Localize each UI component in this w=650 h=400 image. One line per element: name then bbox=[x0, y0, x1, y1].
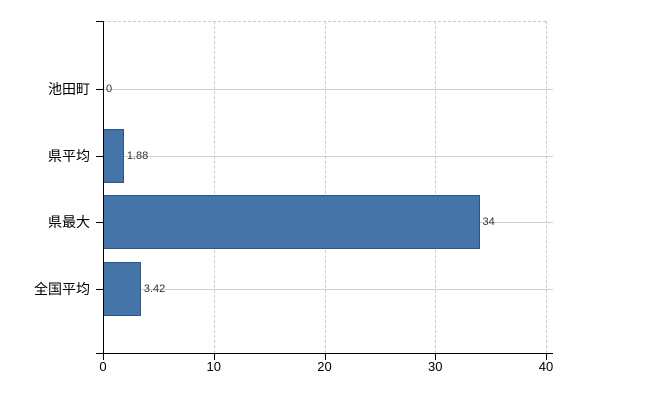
value-label: 3.42 bbox=[143, 282, 166, 295]
value-label: 0 bbox=[106, 83, 113, 96]
y-axis-top-tick bbox=[96, 21, 103, 22]
x-axis-tick bbox=[546, 353, 547, 360]
gridline-vertical bbox=[213, 21, 215, 353]
y-axis-tick bbox=[96, 155, 103, 157]
x-axis-tick-label: 30 bbox=[428, 359, 443, 374]
x-axis-tick bbox=[324, 353, 326, 360]
category-label: 全国平均 bbox=[34, 280, 90, 297]
x-axis-line bbox=[96, 353, 553, 354]
plot-area bbox=[103, 21, 553, 353]
bar bbox=[103, 195, 480, 250]
x-axis-tick-label: 10 bbox=[206, 359, 221, 374]
gridline-horizontal bbox=[103, 89, 553, 91]
gridline-vertical bbox=[435, 21, 437, 353]
value-label: 1.88 bbox=[126, 149, 149, 162]
y-axis-tick bbox=[96, 288, 103, 290]
category-label: 県最大 bbox=[48, 214, 90, 231]
bar bbox=[103, 261, 141, 316]
y-axis-tick bbox=[96, 222, 103, 224]
x-axis-tick bbox=[213, 353, 215, 360]
bar bbox=[103, 128, 124, 183]
y-axis-line bbox=[103, 21, 104, 360]
value-label: 34 bbox=[482, 216, 495, 229]
category-label: 県平均 bbox=[48, 147, 90, 164]
category-label: 池田町 bbox=[48, 81, 90, 98]
gridline-vertical bbox=[324, 21, 326, 353]
x-axis-tick-label: 20 bbox=[317, 359, 332, 374]
gridline-horizontal bbox=[103, 288, 553, 290]
y-axis-tick bbox=[96, 89, 103, 91]
gridline-vertical bbox=[546, 21, 547, 353]
x-axis-tick-label: 0 bbox=[99, 359, 107, 374]
x-axis-tick-label: 40 bbox=[538, 359, 554, 374]
x-axis-tick bbox=[435, 353, 437, 360]
gridline-horizontal bbox=[103, 155, 553, 157]
